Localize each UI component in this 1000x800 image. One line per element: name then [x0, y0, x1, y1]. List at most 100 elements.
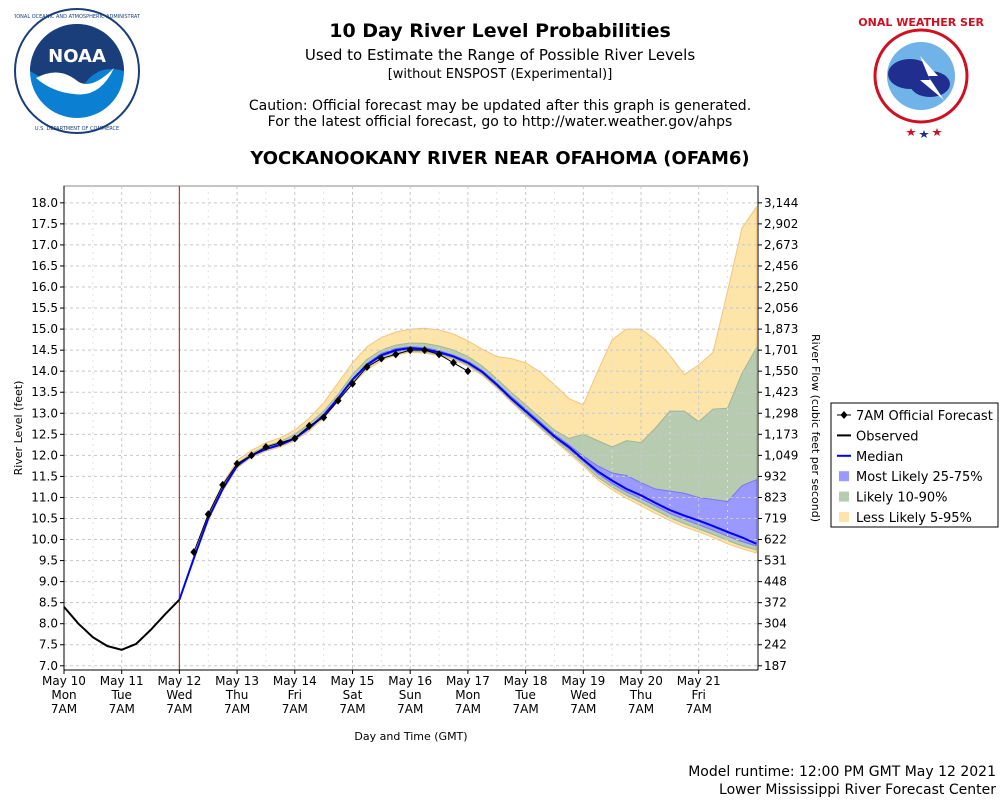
y-axis-label: River Level (feet)	[12, 381, 25, 476]
right-tick-label: 187	[764, 659, 787, 673]
page-title: 10 Day River Level Probabilities	[329, 20, 671, 42]
official-forecast-point	[377, 354, 385, 363]
left-tick-label: 10.5	[31, 511, 58, 525]
x-tick-weekday: Mon	[455, 688, 480, 702]
right-tick-label: 2,056	[764, 301, 798, 315]
band-25-75	[178, 346, 757, 600]
right-tick-label: 1,298	[764, 406, 798, 420]
legend-label-b10: Likely 10-90%	[856, 491, 947, 506]
official-forecast-point	[190, 548, 198, 557]
caution-text: Caution: Official forecast may be update…	[248, 98, 752, 114]
x-tick-weekday: Sat	[343, 688, 363, 702]
x-tick-date: May 13	[215, 674, 259, 688]
left-tick-label: 9.5	[39, 554, 58, 568]
official-forecast-point	[204, 510, 212, 519]
official-forecast-point	[334, 396, 342, 405]
right-tick-label: 2,250	[764, 280, 798, 294]
official-forecast-point	[320, 413, 328, 422]
official-forecast-point	[219, 480, 227, 489]
right-tick-label: 1,173	[764, 427, 798, 441]
official-forecast-point	[406, 346, 414, 355]
x-tick-time: 7AM	[339, 702, 365, 716]
legend-label-b25: Most Likely 25-75%	[856, 470, 983, 485]
left-tick-label: 12.0	[31, 448, 58, 462]
official-forecast-point	[233, 459, 241, 468]
left-tick-label: 14.5	[31, 343, 58, 357]
station-title: YOCKANOOKANY RIVER NEAR OFAHOMA (OFAM6)	[250, 148, 750, 169]
right-tick-label: 1,049	[764, 448, 798, 462]
right-tick-label: 304	[764, 617, 787, 631]
x-tick-time: 7AM	[686, 702, 712, 716]
official-forecast-point	[392, 350, 400, 359]
x-tick-date: May 16	[388, 674, 432, 688]
forecast-center: Lower Mississippi River Forecast Center	[719, 782, 996, 798]
x-tick-weekday: Mon	[51, 688, 76, 702]
left-tick-label: 11.0	[31, 490, 58, 504]
official-forecast-point	[305, 421, 313, 430]
left-tick-label: 11.5	[31, 469, 58, 483]
left-tick-label: 15.0	[31, 322, 58, 336]
x-tick-date: May 12	[157, 674, 201, 688]
left-tick-label: 18.0	[31, 196, 58, 210]
official-forecast-point	[262, 442, 270, 451]
left-tick-label: 16.5	[31, 259, 58, 273]
legend-box	[830, 402, 999, 528]
official-forecast-point	[248, 451, 256, 460]
x-tick-weekday: Sun	[399, 688, 422, 702]
x-tick-date: May 10	[42, 674, 86, 688]
x-tick-time: 7AM	[51, 702, 77, 716]
official-forecast-point	[276, 438, 284, 447]
x-tick-weekday: Thu	[629, 688, 653, 702]
x-tick-date: May 20	[619, 674, 663, 688]
y-axis-right-label: River Flow (cubic feet per second)	[809, 334, 822, 522]
left-tick-label: 8.5	[39, 596, 58, 610]
svg-text:U.S. DEPARTMENT OF COMMERCE: U.S. DEPARTMENT OF COMMERCE	[35, 126, 119, 132]
right-tick-label: 1,550	[764, 364, 798, 378]
legend-label-observed: Observed	[856, 429, 919, 444]
x-tick-date: May 21	[677, 674, 721, 688]
left-tick-label: 13.0	[31, 406, 58, 420]
official-forecast-point	[421, 346, 429, 355]
nws-logo-icon: NATIONAL WEATHER SERVICE	[858, 16, 984, 138]
legend-swatch-b5	[839, 512, 849, 522]
right-tick-label: 448	[764, 575, 787, 589]
x-tick-time: 7AM	[224, 702, 250, 716]
legend-label-official: 7AM Official Forecast	[856, 409, 993, 424]
left-tick-label: 13.5	[31, 385, 58, 399]
x-tick-time: 7AM	[628, 702, 654, 716]
noaa-logo-icon: NOAA NATIONAL OCEANIC AND ATMOSPHERIC AD…	[14, 8, 140, 134]
left-tick-label: 7.5	[39, 638, 58, 652]
left-tick-label: 17.5	[31, 217, 58, 231]
model-runtime: Model runtime: 12:00 PM GMT May 12 2021	[688, 764, 996, 780]
right-tick-label: 242	[764, 638, 787, 652]
x-tick-weekday: Fri	[288, 688, 302, 702]
left-tick-label: 14.0	[31, 364, 58, 378]
caution-link-text: For the latest official forecast, go to …	[267, 114, 733, 130]
x-tick-time: 7AM	[570, 702, 596, 716]
right-tick-label: 1,423	[764, 385, 798, 399]
x-tick-date: May 17	[446, 674, 490, 688]
x-tick-weekday: Thu	[225, 688, 249, 702]
right-tick-label: 2,902	[764, 217, 798, 231]
left-tick-label: 15.5	[31, 301, 58, 315]
legend-swatch-b25	[839, 471, 849, 482]
x-tick-time: 7AM	[397, 702, 423, 716]
median-line	[178, 347, 757, 601]
official-forecast-point	[435, 350, 443, 359]
right-tick-label: 622	[764, 533, 787, 547]
left-tick-label: 9.0	[39, 575, 58, 589]
x-tick-weekday: Fri	[692, 688, 706, 702]
x-tick-weekday: Wed	[166, 688, 192, 702]
left-tick-label: 10.0	[31, 533, 58, 547]
legend-marker-official	[840, 411, 848, 419]
left-tick-label: 7.0	[39, 659, 58, 673]
x-tick-time: 7AM	[455, 702, 481, 716]
subtitle: Used to Estimate the Range of Possible R…	[304, 46, 696, 64]
x-tick-date: May 19	[561, 674, 605, 688]
svg-text:NATIONAL OCEANIC AND ATMOSPHER: NATIONAL OCEANIC AND ATMOSPHERIC ADMINIS…	[14, 14, 140, 20]
x-tick-date: May 15	[331, 674, 375, 688]
right-tick-label: 531	[764, 554, 787, 568]
right-tick-label: 823	[764, 490, 787, 504]
right-tick-label: 1,701	[764, 343, 798, 357]
